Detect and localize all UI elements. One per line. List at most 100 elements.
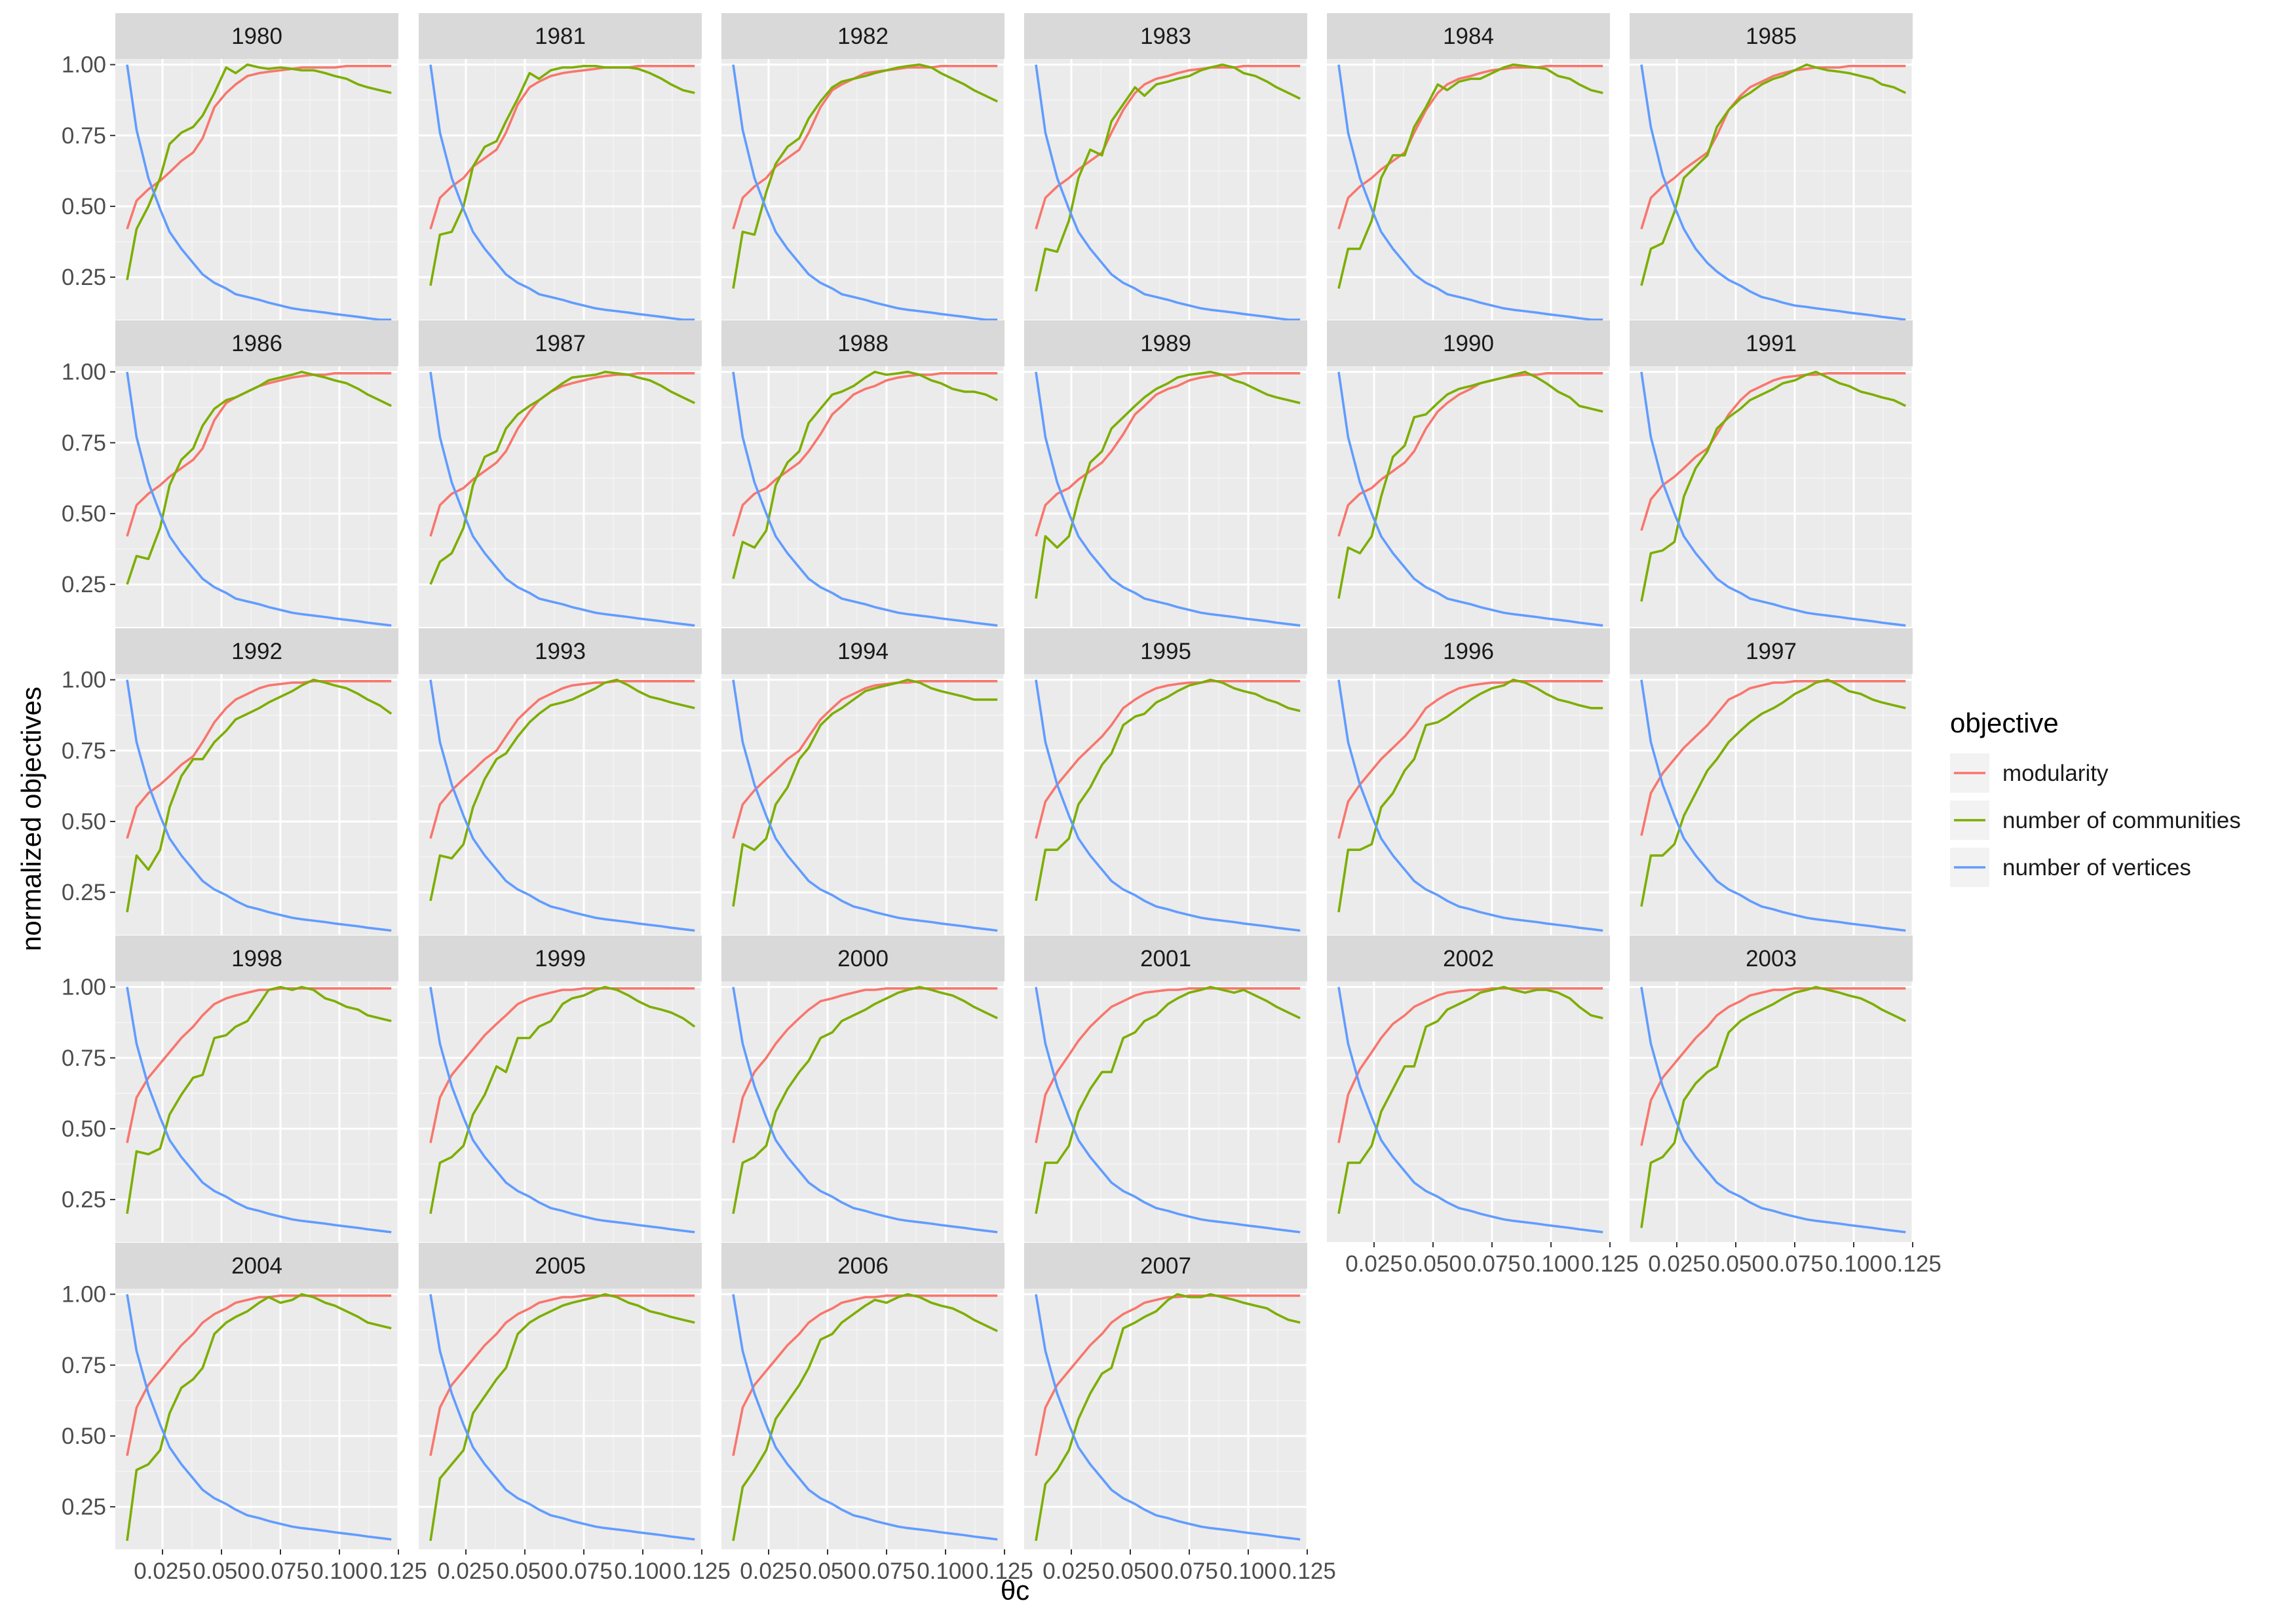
x-tick-label: 0.050 [1707, 1251, 1765, 1277]
panel-background [1024, 674, 1307, 935]
facet-panel-1997: 1997 [1630, 628, 1913, 935]
facet-panel-1990: 1990 [1327, 320, 1610, 627]
panel-background [1327, 366, 1610, 627]
legend: objectivemodularitynumber of communities… [1950, 708, 2241, 887]
facet-strip-label: 1980 [231, 24, 282, 49]
x-tick-label: 0.100 [1219, 1558, 1277, 1584]
x-tick-label: 0.025 [1043, 1558, 1100, 1584]
facet-panel-1992: 19920.250.500.751.00 [62, 628, 398, 935]
facet-panel-1993: 1993 [419, 628, 702, 935]
facet-strip-label: 1986 [231, 331, 282, 356]
x-tick-label: 0.075 [1463, 1251, 1521, 1277]
x-tick-label: 0.075 [1160, 1558, 1218, 1584]
facet-panel-1991: 1991 [1630, 320, 1913, 627]
facet-strip-label: 1997 [1746, 639, 1797, 664]
facet-strip-label: 2007 [1140, 1253, 1191, 1279]
x-tick-label: 0.100 [614, 1558, 672, 1584]
x-tick-label: 0.100 [311, 1558, 368, 1584]
facet-panel-1996: 1996 [1327, 628, 1610, 935]
x-tick-label: 0.075 [1766, 1251, 1824, 1277]
facet-panel-2001: 2001 [1024, 935, 1307, 1242]
panel-background [115, 59, 398, 320]
x-tick-label: 0.025 [437, 1558, 495, 1584]
facet-panel-1988: 1988 [721, 320, 1004, 627]
y-tick-label: 0.75 [62, 1353, 106, 1378]
panel-background [721, 674, 1004, 935]
x-tick-label: 0.125 [1884, 1251, 1942, 1277]
facet-strip-label: 1985 [1746, 24, 1797, 49]
facet-strip-label: 2004 [231, 1253, 282, 1279]
facet-panel-1984: 1984 [1327, 13, 1610, 320]
x-tick-label: 0.050 [799, 1558, 856, 1584]
facet-strip-label: 1990 [1443, 331, 1494, 356]
facet-strip-label: 1988 [837, 331, 889, 356]
y-tick-label: 0.50 [62, 1424, 106, 1449]
facet-strip-label: 1994 [837, 639, 889, 664]
x-tick-label: 0.100 [917, 1558, 974, 1584]
facet-strip-label: 1992 [231, 639, 282, 664]
facet-strip-label: 2002 [1443, 946, 1494, 972]
facet-panel-2003: 20030.0250.0500.0750.1000.125 [1630, 935, 1942, 1277]
panel-background [419, 674, 702, 935]
facet-strip-label: 1993 [535, 639, 586, 664]
facet-strip-label: 2001 [1140, 946, 1191, 972]
facet-strip-label: 1983 [1140, 24, 1191, 49]
y-tick-label: 1.00 [62, 1282, 106, 1308]
x-tick-label: 0.100 [1522, 1251, 1580, 1277]
x-tick-label: 0.050 [193, 1558, 250, 1584]
facet-strip-label: 1996 [1443, 639, 1494, 664]
legend-title: objective [1950, 708, 2059, 738]
facet-panel-2007: 2007 0.0250.0500.0750.1000.125 [1024, 1243, 1336, 1584]
y-tick-label: 1.00 [62, 975, 106, 1000]
y-tick-label: 0.25 [62, 880, 106, 905]
panel-background [721, 366, 1004, 627]
y-tick-label: 0.25 [62, 572, 106, 597]
facet-panel-1998: 19980.250.500.751.00 [62, 935, 398, 1242]
facet-strip-label: 1998 [231, 946, 282, 972]
facet-panel-1999: 1999 [419, 935, 702, 1242]
x-tick-label: 0.125 [1581, 1251, 1639, 1277]
y-axis-title: normalized objectives [16, 687, 47, 951]
x-axis-title: θc [1001, 1575, 1029, 1606]
y-tick-label: 1.00 [62, 360, 106, 385]
legend-label: number of vertices [2002, 855, 2191, 880]
panel-background [1630, 59, 1913, 320]
x-tick-label: 0.075 [858, 1558, 915, 1584]
facet-panel-1980: 19800.250.500.751.00 [62, 13, 398, 320]
facet-panel-2006: 20060.0250.0500.0750.1000.125 [721, 1243, 1033, 1584]
y-tick-label: 0.75 [62, 430, 106, 456]
y-tick-label: 0.75 [62, 1046, 106, 1071]
facet-panel-2004: 20040.250.500.751.000.0250.0500.0750.100… [62, 1243, 427, 1584]
panel-background [419, 59, 702, 320]
facet-strip-label: 2000 [837, 946, 889, 972]
x-tick-label: 0.125 [1278, 1558, 1336, 1584]
facet-panel-2005: 20050.0250.0500.0750.1000.125 [419, 1243, 731, 1584]
panel-background [1327, 59, 1610, 320]
x-tick-label: 0.125 [370, 1558, 427, 1584]
facet-strip-label: 2003 [1746, 946, 1797, 972]
x-tick-label: 0.050 [1101, 1558, 1159, 1584]
facet-panel-1995: 1995 [1024, 628, 1307, 935]
facet-strip-label: 1991 [1746, 331, 1797, 356]
y-tick-label: 0.25 [62, 1494, 106, 1520]
y-tick-label: 0.50 [62, 1116, 106, 1142]
facet-panel-1985: 1985 [1630, 13, 1913, 320]
x-tick-label: 0.125 [673, 1558, 731, 1584]
panel-background [115, 366, 398, 627]
x-tick-label: 0.025 [1648, 1251, 1706, 1277]
facet-panel-2002: 20020.0250.0500.0750.1000.125 [1327, 935, 1639, 1277]
facet-panel-1982: 1982 [721, 13, 1004, 320]
facet-panel-1981: 1981 [419, 13, 702, 320]
facet-strip-label: 1984 [1443, 24, 1494, 49]
x-tick-label: 0.025 [740, 1558, 797, 1584]
facet-strip-label: 1995 [1140, 639, 1191, 664]
panel-background [1327, 674, 1610, 935]
panel-background [419, 366, 702, 627]
legend-label: number of communities [2002, 808, 2241, 833]
facet-strip-label: 1981 [535, 24, 586, 49]
y-tick-label: 0.75 [62, 123, 106, 149]
facet-strip-label: 1987 [535, 331, 586, 356]
x-tick-label: 0.050 [1404, 1251, 1462, 1277]
